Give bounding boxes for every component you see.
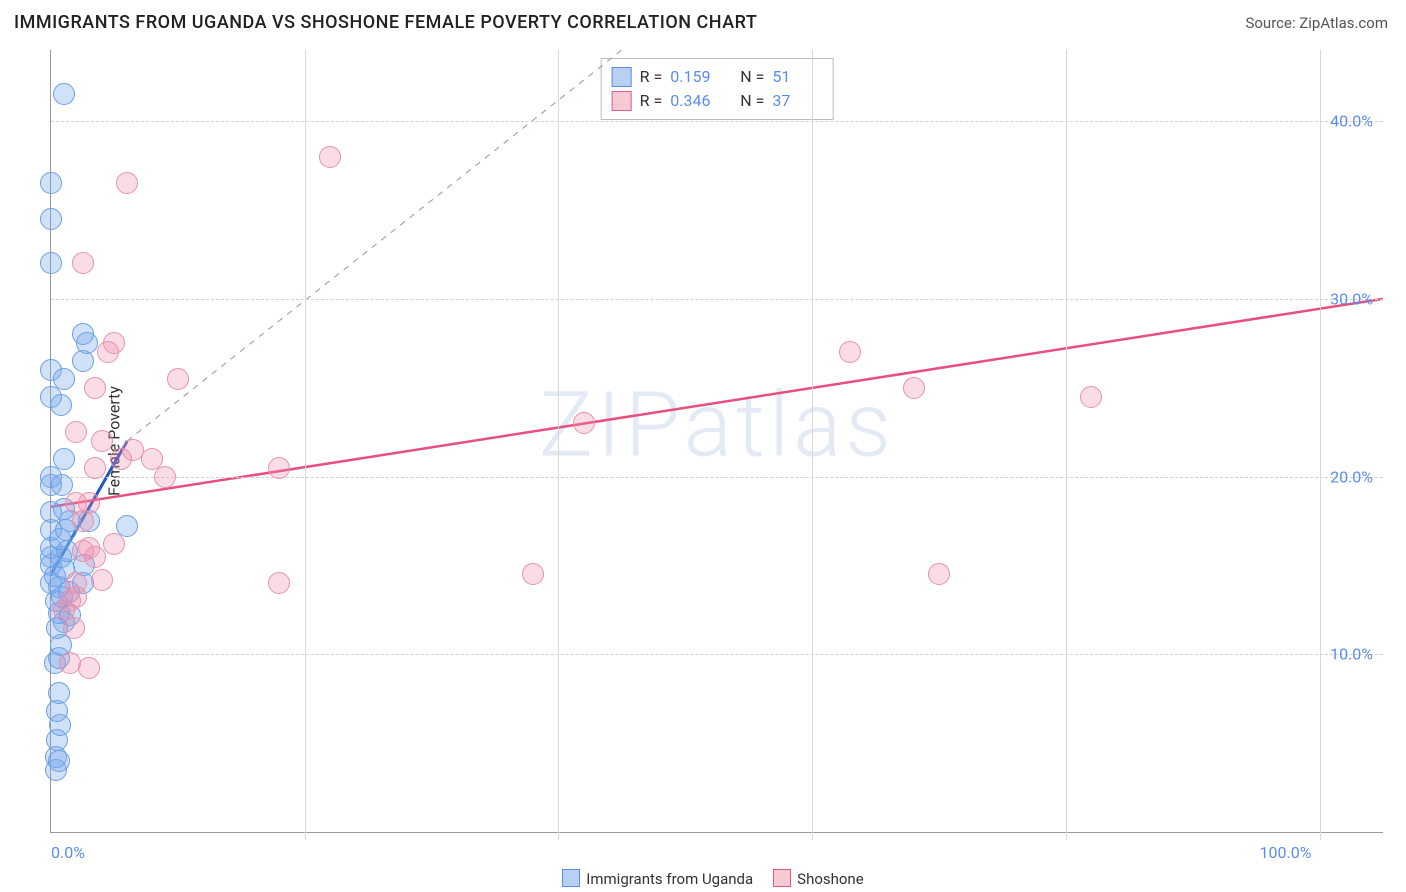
data-point <box>78 492 100 514</box>
data-point <box>522 563 544 585</box>
data-point <box>48 682 70 704</box>
data-point <box>53 368 75 390</box>
grid-line-h <box>51 299 1383 300</box>
chart-container: IMMIGRANTS FROM UGANDA VS SHOSHONE FEMAL… <box>0 0 1406 892</box>
legend-swatch <box>612 67 632 87</box>
legend-swatch <box>773 869 791 887</box>
x-tick-label: 0.0% <box>51 843 85 862</box>
data-point <box>103 332 125 354</box>
stats-row: R =0.159 N =51 <box>612 65 819 89</box>
source-label: Source: ZipAtlas.com <box>1245 14 1388 32</box>
grid-line-h <box>51 477 1383 478</box>
stat-label-r: R = <box>640 89 663 113</box>
y-tick-label: 40.0% <box>1330 112 1373 131</box>
data-point <box>84 457 106 479</box>
stat-label-n: N = <box>740 89 764 113</box>
data-point <box>167 368 189 390</box>
stats-row: R =0.346 N =37 <box>612 89 819 113</box>
data-point <box>48 750 70 772</box>
data-point <box>91 569 113 591</box>
trend-lines-layer <box>51 50 1383 832</box>
stats-legend-box: R =0.159 N =51R =0.346 N =37 <box>601 58 834 120</box>
plot-area: Female Poverty ZIPatlas R =0.159 N =51R … <box>50 50 1383 833</box>
bottom-legend: Immigrants from Uganda Shoshone <box>0 869 1406 888</box>
data-point <box>40 252 62 274</box>
data-point <box>116 172 138 194</box>
data-point <box>928 563 950 585</box>
stat-value-r: 0.159 <box>670 65 716 89</box>
stat-value-r: 0.346 <box>670 89 716 113</box>
legend-label: Shoshone <box>797 870 864 888</box>
data-point <box>1080 386 1102 408</box>
data-point <box>53 83 75 105</box>
data-point <box>72 252 94 274</box>
legend-label: Immigrants from Uganda <box>586 870 753 888</box>
data-point <box>50 394 72 416</box>
legend-swatch <box>612 91 632 111</box>
legend-swatch <box>562 869 580 887</box>
y-tick-label: 10.0% <box>1330 645 1373 664</box>
grid-line-v <box>1320 50 1321 840</box>
data-point <box>91 430 113 452</box>
data-point <box>573 412 595 434</box>
data-point <box>903 377 925 399</box>
grid-line-v <box>558 50 559 840</box>
y-tick-label: 30.0% <box>1330 289 1373 308</box>
data-point <box>268 457 290 479</box>
data-point <box>53 448 75 470</box>
stat-label-n: N = <box>740 65 764 89</box>
data-point <box>84 377 106 399</box>
data-point <box>154 466 176 488</box>
data-point <box>72 323 94 345</box>
data-point <box>65 421 87 443</box>
grid-line-v <box>812 50 813 840</box>
data-point <box>84 546 106 568</box>
data-point <box>65 572 87 594</box>
data-point <box>40 208 62 230</box>
data-point <box>103 533 125 555</box>
trend-line-extension <box>127 50 622 441</box>
grid-line-v <box>1066 50 1067 840</box>
data-point <box>839 341 861 363</box>
data-point <box>63 617 85 639</box>
y-tick-label: 20.0% <box>1330 467 1373 486</box>
data-point <box>268 572 290 594</box>
grid-line-h <box>51 121 1383 122</box>
grid-line-h <box>51 654 1383 655</box>
grid-line-v <box>305 50 306 840</box>
chart-title: IMMIGRANTS FROM UGANDA VS SHOSHONE FEMAL… <box>14 12 757 33</box>
data-point <box>78 657 100 679</box>
data-point <box>319 146 341 168</box>
stat-label-r: R = <box>640 65 663 89</box>
x-tick-label: 100.0% <box>1260 843 1312 862</box>
data-point <box>40 172 62 194</box>
